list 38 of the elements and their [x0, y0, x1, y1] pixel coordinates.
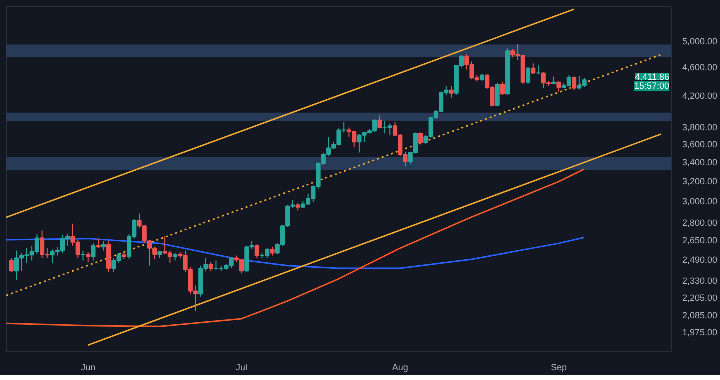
x-tick-label: Aug	[392, 362, 408, 372]
annotation: 15:57:00	[634, 81, 670, 92]
candlestick	[449, 86, 454, 98]
candlestick	[495, 82, 500, 107]
y-tick-label: 5,000.00	[682, 36, 718, 46]
candlestick	[526, 66, 531, 84]
x-tick-label: Jul	[236, 362, 248, 372]
y-tick-label: 4,600.00	[682, 62, 718, 73]
candlestick	[86, 252, 91, 263]
candlestick	[378, 115, 382, 130]
y-tick-label: 2,205.00	[682, 293, 718, 304]
y-tick-label: 2,800.00	[682, 218, 718, 228]
candlestick	[9, 258, 14, 273]
candlestick	[101, 240, 106, 252]
y-tick-label: 2,490.00	[682, 255, 718, 266]
y-tick-label: 2,330.00	[682, 276, 718, 286]
candlestick	[106, 240, 112, 273]
candlestick	[572, 76, 577, 91]
candlestick	[556, 81, 562, 92]
candlestick	[531, 63, 536, 74]
annotation: 4,411.86	[635, 72, 670, 82]
y-tick-label: 1,975.00	[682, 328, 718, 338]
y-tick-label: 4,200.00	[682, 91, 718, 102]
candlestick	[91, 243, 96, 262]
candlestick	[500, 82, 505, 96]
y-tick-label: 3,800.00	[682, 122, 718, 132]
candlestick	[96, 238, 101, 249]
x-tick-label: Jun	[81, 362, 96, 372]
candlestick	[208, 262, 214, 272]
candlestick	[254, 244, 260, 259]
y-tick-label: 3,000.00	[682, 196, 718, 207]
x-tick-label: Sep	[550, 362, 567, 372]
y-tick-label: 3,200.00	[682, 176, 718, 186]
y-tick-label: 2,650.00	[682, 235, 718, 246]
y-tick-label: 3,400.00	[682, 157, 718, 168]
y-tick-label: 3,600.00	[682, 139, 718, 150]
line-series	[6, 168, 586, 328]
y-tick-label: 2,085.00	[682, 310, 718, 321]
